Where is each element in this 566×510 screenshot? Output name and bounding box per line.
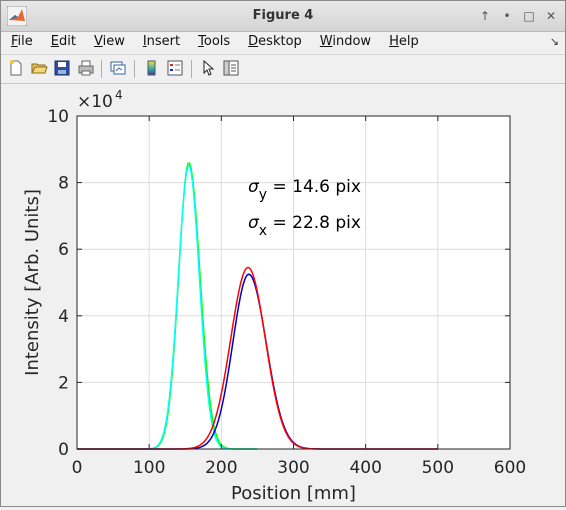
y-tick-label: 6 bbox=[58, 240, 69, 260]
figure-canvas: 0 100 200 300 400 500 600 0 2 4 6 8 10 ×10 4 Position [… bbox=[1, 83, 565, 506]
title-bar[interactable]: Figure 4 ↑ • □ ✕ bbox=[1, 1, 565, 32]
sigma-annotation: σy = 14.6 pix bbox=[248, 177, 361, 203]
menu-desktop[interactable]: Desktop bbox=[248, 34, 302, 49]
menu-edit[interactable]: Edit bbox=[50, 34, 76, 49]
close-icon[interactable]: ✕ bbox=[545, 9, 557, 23]
open-file-icon[interactable] bbox=[30, 59, 48, 77]
menu-bar: File Edit View Insert Tools Desktop Window Help bbox=[1, 32, 565, 52]
new-figure-icon[interactable] bbox=[7, 59, 25, 77]
menu-window[interactable]: Window bbox=[319, 34, 372, 49]
toolbar-separator bbox=[191, 60, 192, 78]
link-plot-icon[interactable] bbox=[109, 59, 127, 77]
x-tick-label: 0 bbox=[72, 458, 83, 478]
x-tick-label: 400 bbox=[349, 458, 381, 478]
menu-tools[interactable]: Tools bbox=[198, 34, 231, 49]
sigma-subscript: x bbox=[259, 223, 267, 239]
x-tick-label: 600 bbox=[494, 458, 526, 478]
sigma-annotation: σx = 22.8 pix bbox=[248, 213, 361, 239]
sigma-subscript: y bbox=[259, 187, 267, 203]
menu-view[interactable]: View bbox=[93, 34, 125, 49]
x-tick-label: 200 bbox=[205, 458, 237, 478]
sigma-value: = 22.8 pix bbox=[267, 213, 361, 233]
dock-arrow-icon[interactable]: ↘ bbox=[549, 35, 559, 48]
minimize-icon[interactable]: • bbox=[503, 9, 511, 23]
sigma-symbol: σ bbox=[248, 177, 260, 197]
y-exponent-label: ×10 bbox=[77, 92, 113, 112]
menu-help[interactable]: Help bbox=[389, 34, 419, 49]
insert-colorbar-icon[interactable] bbox=[143, 59, 161, 77]
x-tick-label: 100 bbox=[133, 458, 165, 478]
window-title: Figure 4 bbox=[252, 8, 314, 23]
matlab-logo-icon bbox=[7, 6, 27, 26]
y-axis-label: Intensity [Arb. Units] bbox=[22, 189, 43, 376]
y-tick-label: 0 bbox=[58, 440, 69, 460]
menu-file[interactable]: File bbox=[11, 34, 33, 49]
x-tick-label: 300 bbox=[277, 458, 309, 478]
y-tick-label: 10 bbox=[47, 107, 69, 127]
property-inspector-icon[interactable] bbox=[222, 59, 240, 77]
save-icon[interactable] bbox=[53, 59, 71, 77]
toolbar-separator bbox=[134, 60, 135, 78]
y-tick-label: 2 bbox=[58, 373, 69, 393]
toolbar-separator bbox=[101, 60, 102, 78]
y-exponent-power: 4 bbox=[115, 88, 123, 102]
sigma-symbol: σ bbox=[248, 213, 260, 233]
sigma-value: = 14.6 pix bbox=[267, 177, 361, 197]
x-axis-label: Position [mm] bbox=[231, 483, 356, 504]
maximize-icon[interactable]: □ bbox=[523, 9, 535, 23]
insert-legend-icon[interactable] bbox=[166, 59, 184, 77]
y-tick-label: 8 bbox=[58, 174, 69, 194]
keep-above-icon[interactable]: ↑ bbox=[479, 9, 491, 23]
y-tick-label: 4 bbox=[58, 307, 69, 327]
x-tick-label: 500 bbox=[422, 458, 454, 478]
print-icon[interactable] bbox=[77, 59, 95, 77]
menu-insert[interactable]: Insert bbox=[142, 34, 181, 49]
select-cursor-icon[interactable] bbox=[199, 59, 217, 77]
figure-toolbar bbox=[1, 54, 565, 84]
